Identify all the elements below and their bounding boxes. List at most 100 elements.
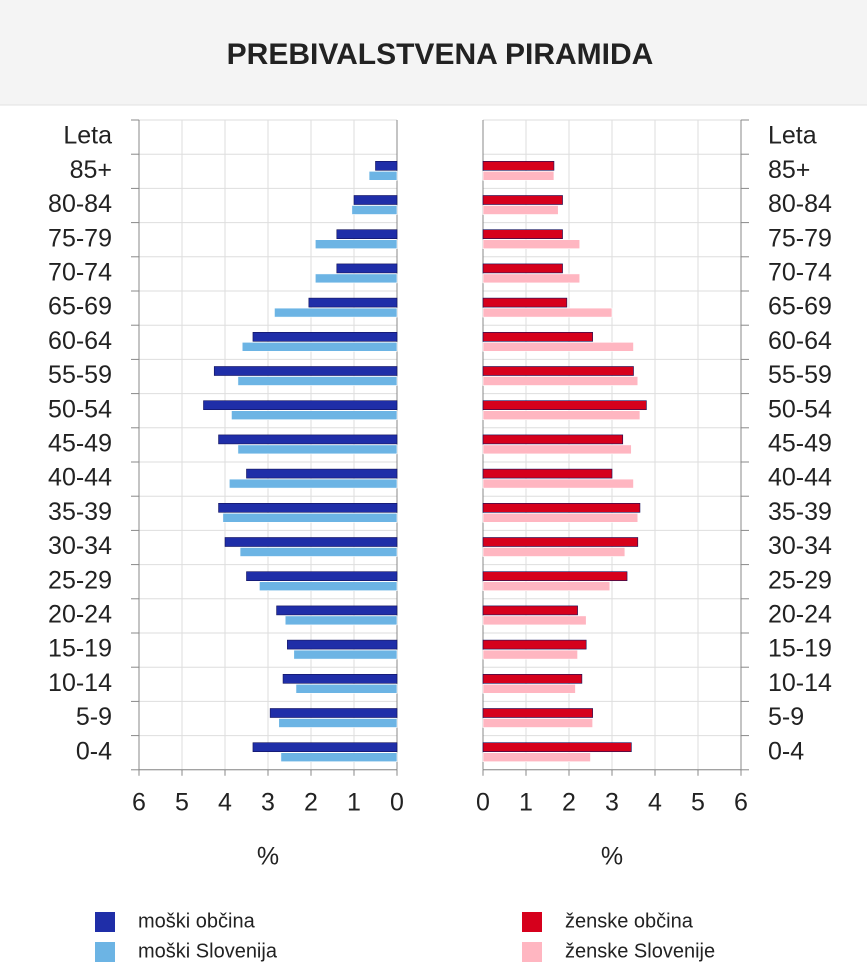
bar bbox=[229, 478, 398, 489]
bar bbox=[482, 161, 555, 171]
x-tick-label: 4 bbox=[218, 788, 232, 816]
bar bbox=[482, 341, 634, 352]
x-tick-label: 3 bbox=[261, 788, 275, 816]
legend-swatch bbox=[95, 942, 115, 962]
bar bbox=[280, 752, 398, 763]
bar bbox=[482, 468, 613, 479]
bar bbox=[482, 376, 639, 386]
bar bbox=[482, 239, 581, 249]
bar bbox=[482, 195, 563, 205]
category-label: 80-84 bbox=[768, 190, 832, 218]
bar bbox=[482, 571, 628, 582]
legend-swatch bbox=[522, 942, 542, 962]
title-band bbox=[0, 0, 867, 105]
category-label: 5-9 bbox=[768, 703, 804, 731]
bar bbox=[482, 444, 632, 455]
bar bbox=[218, 502, 398, 513]
bar bbox=[314, 273, 398, 284]
bar bbox=[482, 366, 634, 376]
category-label: 0-4 bbox=[76, 737, 112, 765]
bar bbox=[213, 366, 398, 376]
x-tick-label: 2 bbox=[304, 788, 318, 816]
legend-label: moški Slovenija bbox=[138, 940, 278, 962]
bar bbox=[482, 400, 647, 411]
bar bbox=[336, 229, 398, 239]
bar bbox=[482, 649, 578, 660]
x-axis-label: % bbox=[257, 842, 279, 870]
x-tick-label: 6 bbox=[132, 788, 146, 816]
bar bbox=[482, 263, 563, 274]
bar bbox=[203, 400, 398, 411]
legend-swatch bbox=[95, 912, 115, 932]
category-label: 60-64 bbox=[48, 327, 112, 355]
x-tick-label: 3 bbox=[605, 788, 619, 816]
bar bbox=[295, 683, 398, 694]
bar bbox=[482, 434, 624, 445]
bar bbox=[482, 171, 555, 181]
category-label: 65-69 bbox=[48, 293, 112, 321]
bar bbox=[482, 639, 587, 650]
row-header: Leta bbox=[768, 122, 817, 150]
category-label: 35-39 bbox=[768, 498, 832, 526]
bar bbox=[282, 673, 398, 684]
bar bbox=[375, 161, 398, 171]
bar bbox=[351, 205, 398, 215]
x-tick-label: 0 bbox=[476, 788, 490, 816]
bar bbox=[482, 718, 593, 728]
bar bbox=[482, 683, 576, 694]
category-label: 25-29 bbox=[768, 566, 832, 594]
category-label: 75-79 bbox=[48, 224, 112, 252]
bar bbox=[224, 537, 398, 547]
bar bbox=[482, 478, 634, 489]
bar bbox=[482, 307, 613, 318]
bar bbox=[308, 297, 398, 308]
bar bbox=[246, 571, 398, 582]
category-label: 50-54 bbox=[768, 395, 832, 423]
bar bbox=[284, 615, 398, 626]
bar bbox=[287, 639, 398, 650]
category-label: 15-19 bbox=[768, 635, 832, 663]
category-label: 85+ bbox=[70, 156, 112, 184]
bar bbox=[237, 444, 398, 455]
bar bbox=[482, 708, 593, 718]
bar bbox=[482, 581, 611, 592]
category-label: 25-29 bbox=[48, 566, 112, 594]
category-label: 15-19 bbox=[48, 635, 112, 663]
bar bbox=[482, 297, 568, 308]
bar bbox=[482, 273, 581, 284]
category-label: 40-44 bbox=[768, 464, 832, 492]
row-header: Leta bbox=[63, 122, 112, 150]
bar bbox=[252, 742, 398, 753]
category-label: 5-9 bbox=[76, 703, 112, 731]
bar bbox=[269, 708, 398, 718]
x-tick-label: 4 bbox=[648, 788, 662, 816]
bar bbox=[482, 331, 593, 342]
bar bbox=[482, 410, 641, 421]
category-label: 65-69 bbox=[768, 293, 832, 321]
category-label: 70-74 bbox=[768, 259, 832, 287]
bar bbox=[482, 742, 632, 753]
bar bbox=[482, 537, 639, 547]
x-tick-label: 1 bbox=[519, 788, 533, 816]
category-label: 30-34 bbox=[48, 532, 112, 560]
bar bbox=[231, 410, 398, 421]
bar bbox=[482, 605, 578, 616]
bar bbox=[482, 752, 591, 763]
x-tick-label: 2 bbox=[562, 788, 576, 816]
bar bbox=[482, 205, 559, 215]
category-label: 55-59 bbox=[768, 361, 832, 389]
bar bbox=[482, 512, 639, 523]
bar bbox=[482, 547, 626, 557]
bar bbox=[353, 195, 398, 205]
bar bbox=[237, 376, 398, 386]
category-label: 70-74 bbox=[48, 259, 112, 287]
category-label: 55-59 bbox=[48, 361, 112, 389]
category-label: 45-49 bbox=[768, 430, 832, 458]
bar bbox=[368, 171, 398, 181]
x-tick-label: 1 bbox=[347, 788, 361, 816]
category-label: 10-14 bbox=[48, 669, 112, 697]
category-label: 80-84 bbox=[48, 190, 112, 218]
category-label: 30-34 bbox=[768, 532, 832, 560]
